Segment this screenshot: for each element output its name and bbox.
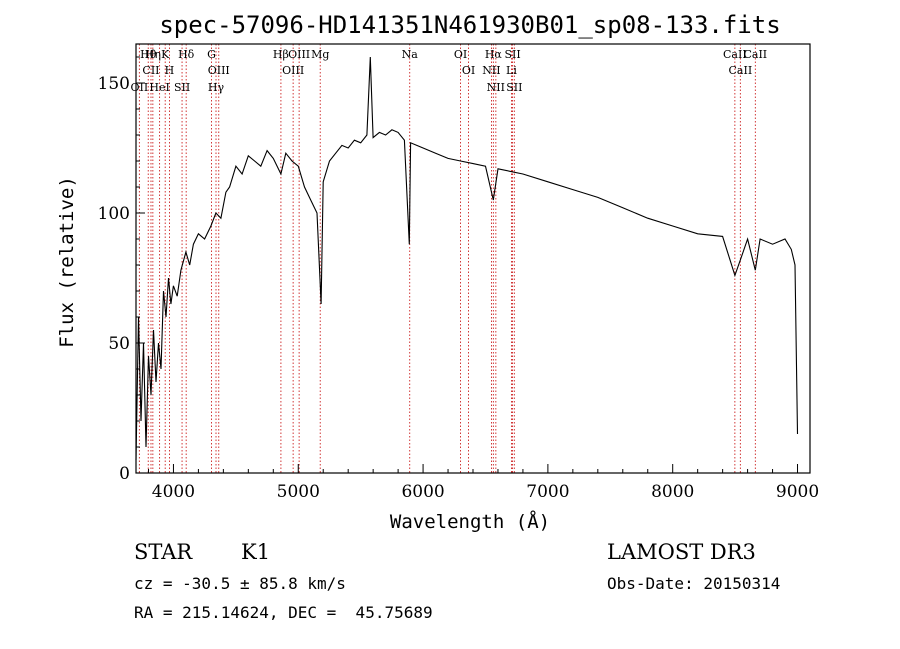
line-marker-label: H [165,64,175,77]
line-marker-label: Li [506,64,517,77]
line-marker-label: HeI [149,81,169,94]
x-tick-label: 5000 [277,482,320,502]
plot-frame [135,43,811,474]
line-marker-label: OII [131,81,149,94]
line-marker-label: CII [142,64,159,77]
line-marker-label: OIII [288,48,310,61]
coordinates: RA = 215.14624, DEC = 45.75689 [134,603,433,622]
line-marker-label: NII [487,81,505,94]
line-marker-label: SII [506,81,522,94]
chart-title: spec-57096-HD141351N461930B01_sp08-133.f… [159,11,780,39]
y-axis-label: Flux (relative) [56,176,78,348]
line-marker-label: Hη [145,48,161,61]
line-marker-label: OI [462,64,475,77]
line-marker-label: Hα [485,48,503,61]
line-marker-label: SII [174,81,190,94]
line-marker-label: NII [482,64,500,77]
line-marker-label: Hθ [140,48,157,61]
redshift-cz: cz = -30.5 ± 85.8 km/s [134,574,346,593]
line-marker-label: Hβ [273,48,289,61]
line-marker-label: Mg [311,48,329,61]
y-tick-label: 150 [98,74,130,94]
y-tick-label: 100 [98,204,130,224]
line-marker-label: OIII [282,64,304,77]
x-tick-label: 6000 [401,482,444,502]
object-subclass: K1 [241,540,271,564]
object-class: STAR [134,540,193,564]
x-tick-label: 8000 [651,482,694,502]
observation-date: Obs-Date: 20150314 [607,574,781,593]
x-tick-label: 9000 [776,482,819,502]
line-marker-label: OIII [208,64,230,77]
x-tick-label: 7000 [526,482,569,502]
line-marker-label: Hδ [178,48,195,61]
y-tick-label: 0 [119,464,130,484]
survey-name: LAMOST DR3 [607,540,756,564]
line-marker-label: OI [454,48,467,61]
line-marker-label: G [207,48,216,61]
line-marker-label: CaII [743,48,767,61]
y-axis: 0 50 100 150 [98,56,145,484]
line-markers [138,44,756,473]
line-marker-label: K [161,48,170,61]
x-tick-label: 4000 [152,482,195,502]
line-marker-label: CaII [723,48,747,61]
line-marker-label: Hγ [208,81,225,94]
x-axis-label: Wavelength (Å) [390,510,550,533]
line-marker-label: Na [402,48,419,61]
line-marker-label: SII [504,48,520,61]
line-marker-label: CaII [729,64,753,77]
spectrum-line [135,56,799,461]
y-tick-label: 50 [108,334,130,354]
x-axis: 4000 5000 6000 7000 8000 9000 [147,464,819,502]
